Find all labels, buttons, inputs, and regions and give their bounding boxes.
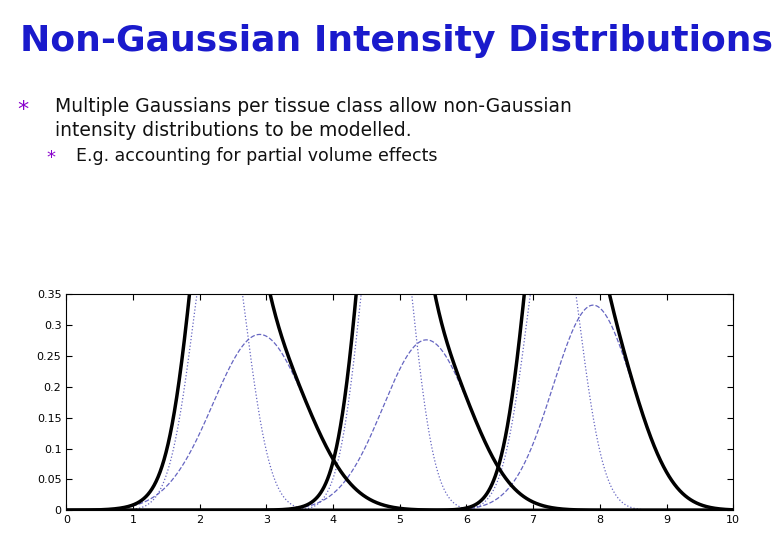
Text: intensity distributions to be modelled.: intensity distributions to be modelled. bbox=[55, 122, 411, 140]
Text: E.g. accounting for partial volume effects: E.g. accounting for partial volume effec… bbox=[76, 147, 438, 165]
Text: Multiple Gaussians per tissue class allow non-Gaussian: Multiple Gaussians per tissue class allo… bbox=[55, 97, 572, 116]
Text: Non-Gaussian Intensity Distributions: Non-Gaussian Intensity Distributions bbox=[20, 24, 772, 58]
Text: *: * bbox=[17, 100, 28, 120]
Text: *: * bbox=[47, 148, 56, 166]
